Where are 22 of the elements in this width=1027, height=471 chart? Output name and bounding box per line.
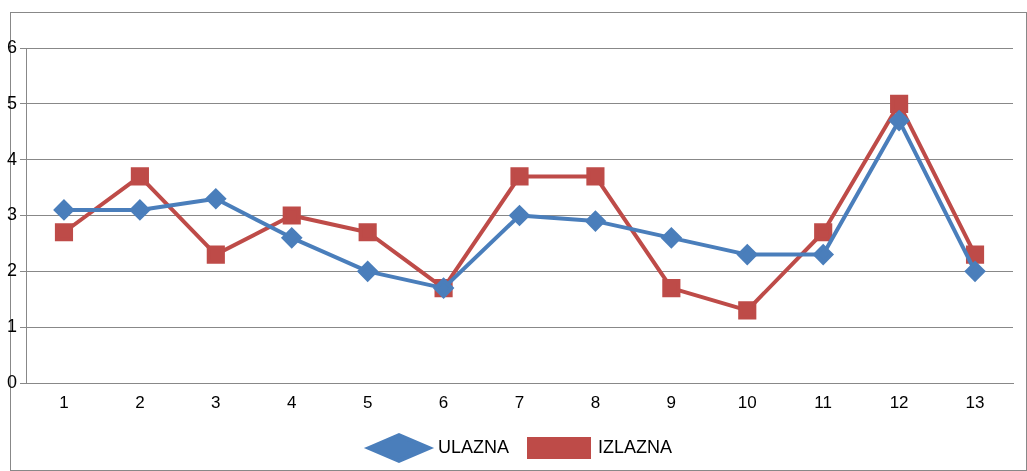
x-tick-label: 9 xyxy=(666,393,677,413)
x-tick-label: 13 xyxy=(965,393,985,413)
legend-label: IZLAZNA xyxy=(598,436,673,457)
x-tick-label: 6 xyxy=(438,393,449,413)
y-tick-label: 5 xyxy=(7,92,18,113)
x-tick-label: 7 xyxy=(514,393,525,413)
y-tick-label: 4 xyxy=(7,148,18,169)
legend-label: ULAZNA xyxy=(437,436,509,457)
y-tick-label: 1 xyxy=(7,316,18,337)
x-tick-label: 10 xyxy=(737,393,757,413)
y-tick-label: 0 xyxy=(7,371,18,392)
x-tick-label: 12 xyxy=(889,393,909,413)
x-tick-label: 4 xyxy=(287,393,297,413)
x-tick-label: 1 xyxy=(59,393,69,413)
y-tick-label: 6 xyxy=(7,36,18,57)
x-tick-label: 3 xyxy=(211,393,221,413)
x-tick-label: 11 xyxy=(814,393,833,413)
y-tick-label: 3 xyxy=(7,204,18,225)
x-tick-label: 2 xyxy=(135,393,145,413)
x-tick-label: 5 xyxy=(362,393,373,413)
x-tick-label: 8 xyxy=(590,393,601,413)
y-tick-label: 2 xyxy=(7,260,18,281)
